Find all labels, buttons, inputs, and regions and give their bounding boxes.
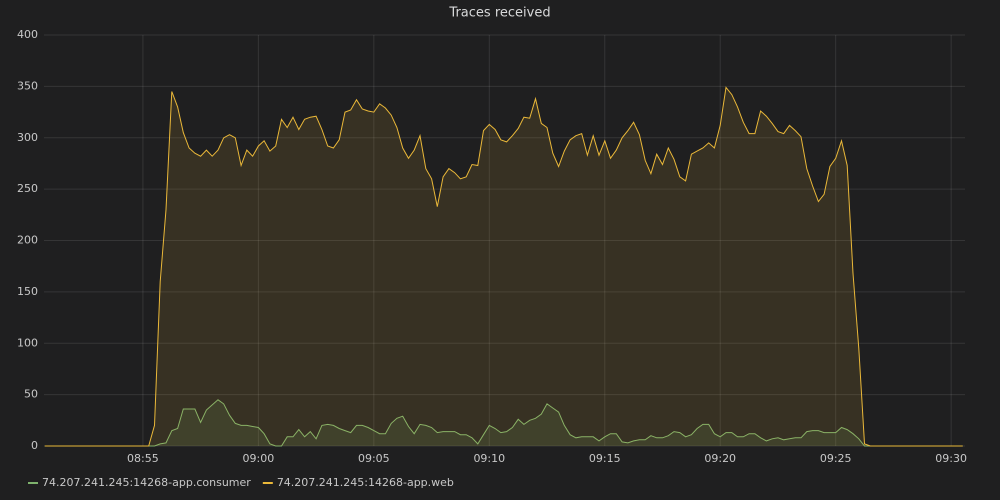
area-fill [44,399,963,446]
x-tick-label: 09:10 [473,452,505,465]
series-line [44,86,963,447]
y-tick-label: 200 [17,234,38,247]
x-tick-label: 09:30 [935,452,967,465]
x-tick-label: 09:25 [820,452,852,465]
y-tick-label: 350 [17,79,38,92]
chart-title: Traces received [448,6,550,21]
y-tick-label: 400 [17,28,38,41]
y-tick-label: 100 [17,336,38,349]
x-tick-label: 09:20 [704,452,736,465]
y-tick-label: 150 [17,285,38,298]
legend-label: 74.207.241.245:14268-app.consumer [42,476,251,489]
y-tick-label: 0 [31,439,38,452]
x-tick-label: 09:15 [589,452,621,465]
series-line [44,399,963,447]
x-tick-label: 09:00 [243,452,275,465]
y-tick-label: 300 [17,131,38,144]
legend-label: 74.207.241.245:14268-app.web [277,476,454,489]
y-tick-label: 50 [24,388,38,401]
y-tick-label: 250 [17,182,38,195]
x-tick-label: 09:05 [358,452,390,465]
area-fill [44,87,963,447]
x-tick-label: 08:55 [127,452,159,465]
